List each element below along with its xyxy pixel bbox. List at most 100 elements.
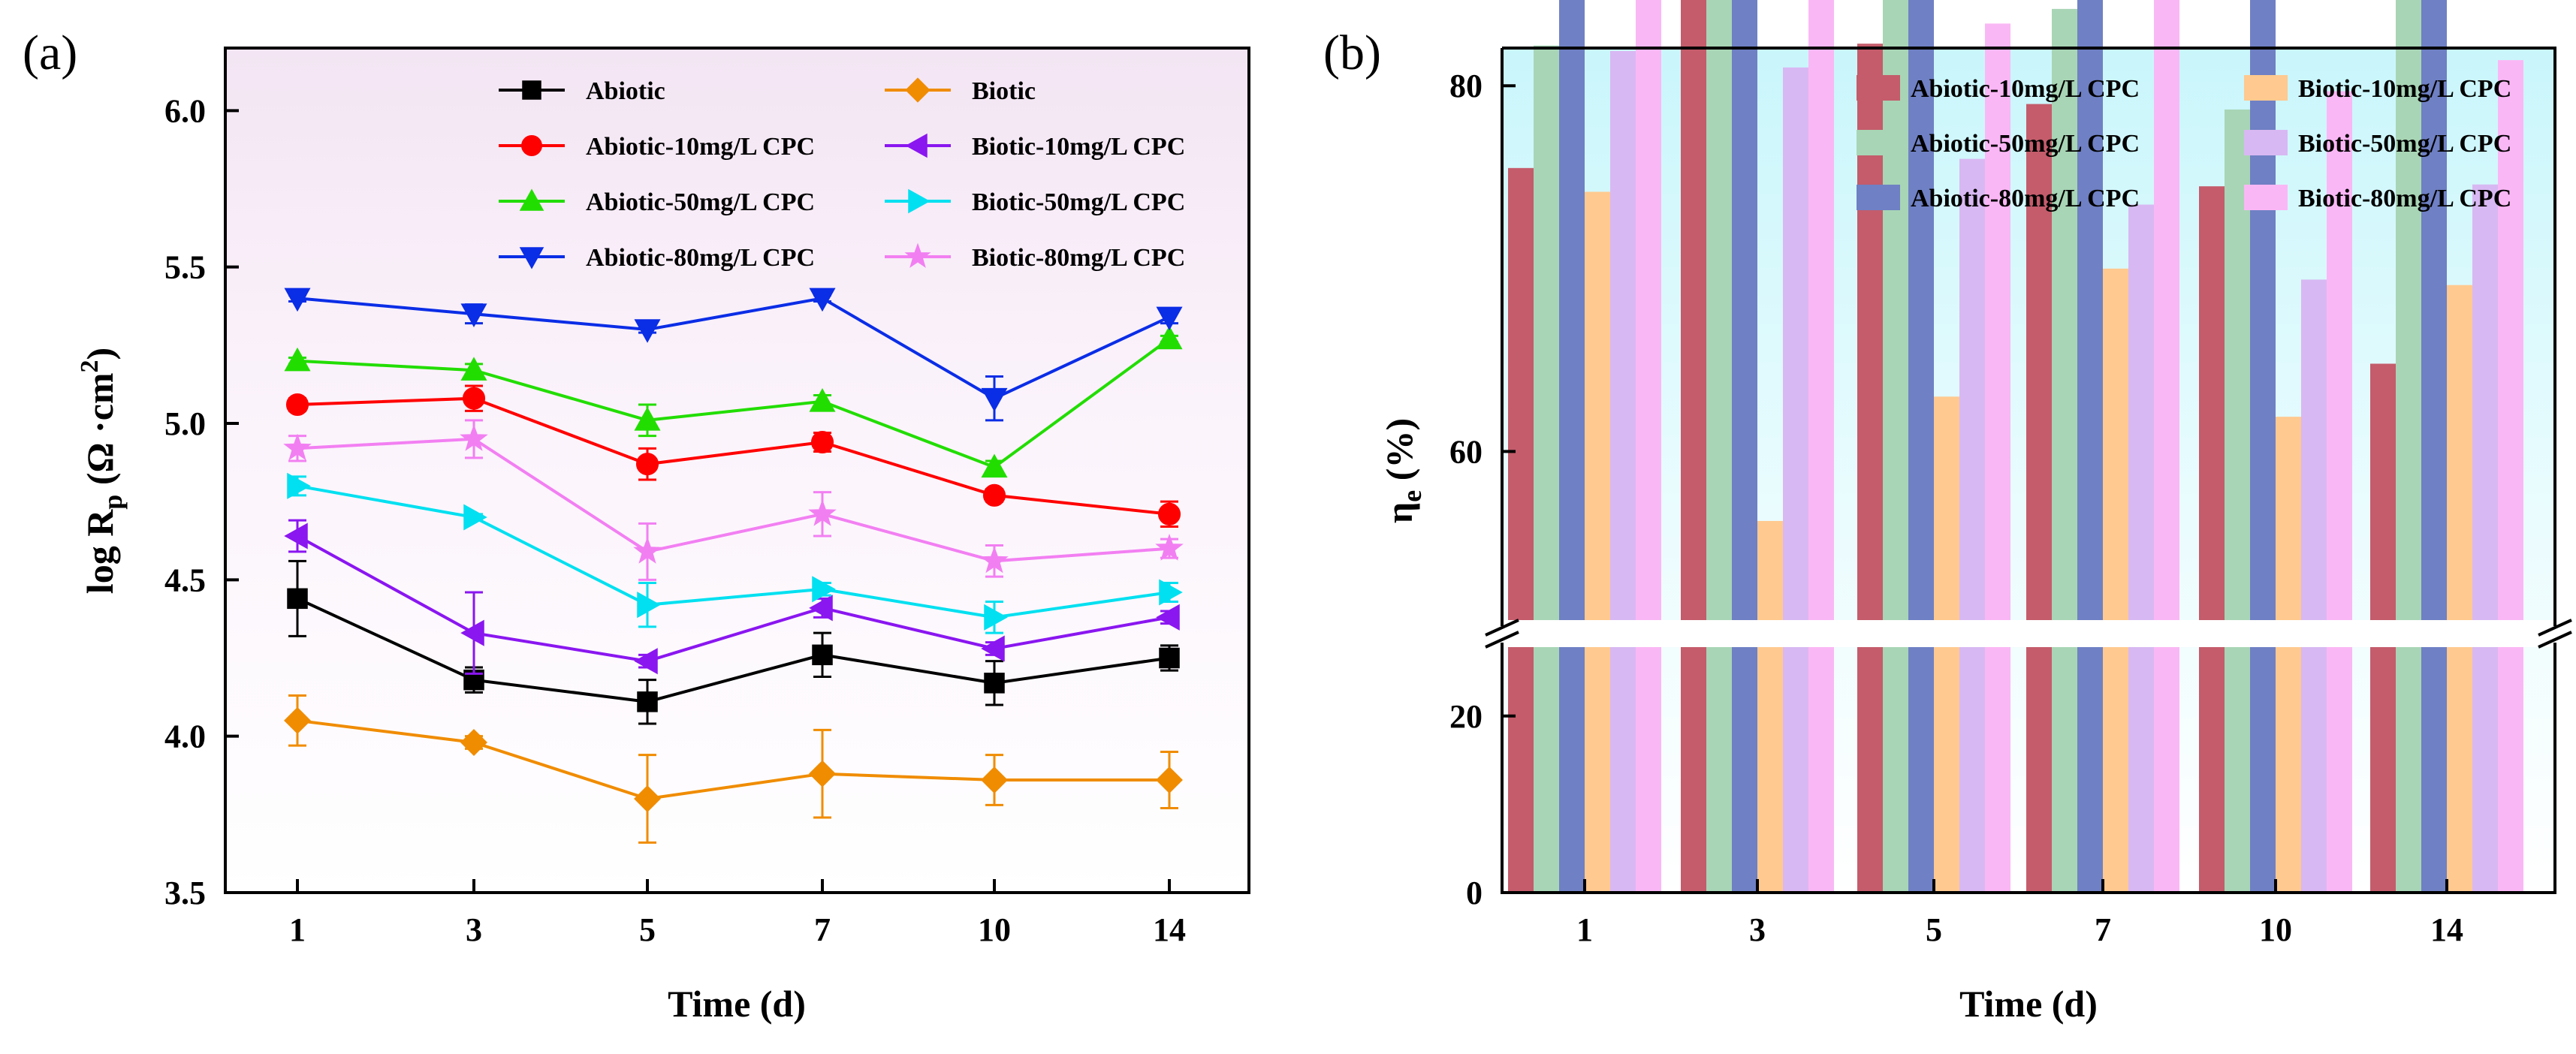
point-abiotic-50mg-l-cpc-5 (1156, 325, 1183, 350)
point-abiotic-3 (812, 644, 833, 666)
x-tick-label-a-4: 10 (978, 911, 1011, 948)
bar-group-14 (2370, 0, 2523, 893)
bar-group-7 (2026, 0, 2179, 893)
bar-biotic-10mg-l-cpc-14 (2447, 285, 2472, 893)
bar-abiotic-50mg-l-cpc-14 (2396, 0, 2421, 893)
point-biotic-50mg-l-cpc-0 (287, 472, 311, 499)
legend-marker-biotic-10mg-l-cpc (905, 133, 928, 158)
point-biotic-10mg-l-cpc-0 (284, 522, 308, 550)
bar-abiotic-80mg-l-cpc-3 (1732, 0, 1757, 893)
series-a-abiotic-50mg-l-cpc (284, 325, 1183, 478)
bar-abiotic-80mg-l-cpc-5 (1908, 0, 1934, 893)
point-biotic-10mg-l-cpc-4 (981, 635, 1005, 662)
y-title-a-sub: p (98, 495, 128, 510)
point-biotic-50mg-l-cpc-4 (984, 604, 1008, 631)
point-biotic-10mg-l-cpc-1 (460, 619, 484, 646)
x-tick-label-b-5: 14 (2430, 911, 2463, 948)
point-abiotic-10mg-l-cpc-4 (982, 483, 1006, 507)
line-abiotic-50mg-l-cpc (297, 337, 1171, 469)
bar-abiotic-50mg-l-cpc-1 (1534, 45, 1559, 893)
point-biotic-3 (809, 760, 836, 787)
point-abiotic-50mg-l-cpc-2 (634, 407, 661, 431)
point-biotic-2 (634, 785, 661, 812)
point-abiotic-50mg-l-cpc-4 (981, 453, 1008, 478)
point-abiotic-80mg-l-cpc-5 (1156, 306, 1183, 331)
bar-abiotic-10mg-l-cpc-10 (2199, 186, 2225, 893)
legend-marker-abiotic-10mg-l-cpc (521, 135, 542, 156)
y-tick-label-a-3: 5.0 (164, 405, 206, 442)
y-tick-label-a-1: 4.0 (164, 718, 206, 755)
y-tick-label-a-4: 5.5 (164, 249, 206, 286)
line-abiotic-80mg-l-cpc (297, 297, 1170, 400)
bar-biotic-50mg-l-cpc-14 (2472, 184, 2498, 893)
legend-label-biotic-80mg-l-cpc: Biotic-80mg/L CPC (2298, 185, 2511, 212)
legend-label-biotic-50mg-l-cpc: Biotic-50mg/L CPC (2298, 130, 2511, 158)
point-abiotic-5 (1159, 647, 1180, 669)
legend-swatch-biotic-50mg-l-cpc (2244, 130, 2288, 155)
line-biotic-50mg-l-cpc (297, 484, 1170, 619)
point-abiotic-80mg-l-cpc-0 (284, 288, 311, 312)
x-tick-label-a-0: 1 (289, 911, 306, 948)
bar-abiotic-80mg-l-cpc-14 (2421, 0, 2447, 893)
plot-b-frame (1501, 47, 2556, 894)
bar-biotic-50mg-l-cpc-7 (2128, 204, 2154, 893)
legend-label-biotic-10mg-l-cpc: Biotic-10mg/L CPC (2298, 75, 2511, 103)
y-title-a-close: ) (79, 348, 121, 360)
y-title-b-unit: (%) (1378, 418, 1420, 490)
bar-abiotic-80mg-l-cpc-7 (2077, 0, 2103, 893)
point-biotic-80mg-l-cpc-5 (1155, 533, 1184, 561)
point-abiotic-80mg-l-cpc-3 (809, 288, 836, 312)
y-tick-label-b-1: 20 (1449, 698, 1483, 735)
legend-label-abiotic-50mg-l-cpc: Abiotic-50mg/L CPC (1911, 130, 2140, 158)
x-tick-label-a-2: 5 (639, 911, 656, 948)
series-a-biotic-50mg-l-cpc (287, 472, 1183, 634)
x-axis-title-a: Time (d) (668, 983, 806, 1025)
plot-a-frame (224, 47, 1250, 894)
legend-label-biotic: Biotic (972, 77, 1036, 105)
legend-label-abiotic-80mg-l-cpc: Abiotic-80mg/L CPC (586, 244, 815, 272)
y-title-b-sub: e (1397, 490, 1427, 502)
bar-group-3 (1681, 0, 1834, 893)
y-title-b-main: η (1378, 502, 1420, 523)
point-abiotic-50mg-l-cpc-0 (284, 347, 311, 372)
point-biotic-80mg-l-cpc-0 (283, 433, 312, 461)
x-tick-label-b-0: 1 (1576, 911, 1593, 948)
bar-biotic-10mg-l-cpc-3 (1757, 520, 1783, 893)
legend-label-biotic-10mg-l-cpc: Biotic-10mg/L CPC (972, 133, 1185, 161)
bar-abiotic-10mg-l-cpc-5 (1857, 44, 1883, 893)
y-title-a-main: log R (79, 509, 121, 594)
bar-abiotic-10mg-l-cpc-1 (1508, 167, 1534, 893)
bar-biotic-10mg-l-cpc-7 (2103, 268, 2128, 893)
legend-label-abiotic-10mg-l-cpc: Abiotic-10mg/L CPC (586, 133, 815, 161)
legend-swatch-biotic-80mg-l-cpc (2244, 185, 2288, 210)
x-tick-label-b-3: 7 (2095, 911, 2111, 948)
bar-biotic-50mg-l-cpc-5 (1959, 158, 1985, 893)
legend-marker-abiotic-50mg-l-cpc (519, 188, 544, 211)
point-abiotic-10mg-l-cpc-3 (810, 430, 834, 454)
y-title-a-sup: 2 (76, 360, 104, 372)
series-a-biotic (284, 694, 1183, 844)
bar-biotic-10mg-l-cpc-10 (2276, 417, 2301, 893)
x-tick-label-b-1: 3 (1749, 911, 1766, 948)
legend-swatch-biotic-10mg-l-cpc (2244, 75, 2288, 101)
x-tick-label-a-1: 3 (466, 911, 482, 948)
point-abiotic-10mg-l-cpc-0 (285, 393, 309, 417)
point-biotic-5 (1156, 766, 1183, 794)
bar-biotic-50mg-l-cpc-3 (1783, 67, 1808, 893)
line-abiotic (297, 597, 1170, 703)
point-biotic-80mg-l-cpc-1 (460, 424, 488, 451)
x-tick-label-b-4: 10 (2259, 911, 2292, 948)
bar-biotic-10mg-l-cpc-1 (1585, 191, 1610, 893)
x-tick-label-a-5: 14 (1153, 911, 1186, 948)
point-biotic-50mg-l-cpc-2 (637, 592, 661, 619)
y-tick-label-b-2: 60 (1449, 433, 1483, 470)
legend-marker-abiotic-80mg-l-cpc (519, 247, 544, 270)
line-biotic-10mg-l-cpc (297, 535, 1170, 663)
legend-label-abiotic-80mg-l-cpc: Abiotic-80mg/L CPC (1911, 185, 2140, 212)
legend-marker-biotic (905, 77, 931, 103)
point-biotic-80mg-l-cpc-4 (980, 546, 1009, 574)
bar-abiotic-50mg-l-cpc-3 (1706, 0, 1732, 893)
point-abiotic-50mg-l-cpc-1 (460, 357, 487, 381)
legend-label-biotic-50mg-l-cpc: Biotic-50mg/L CPC (972, 188, 1185, 216)
